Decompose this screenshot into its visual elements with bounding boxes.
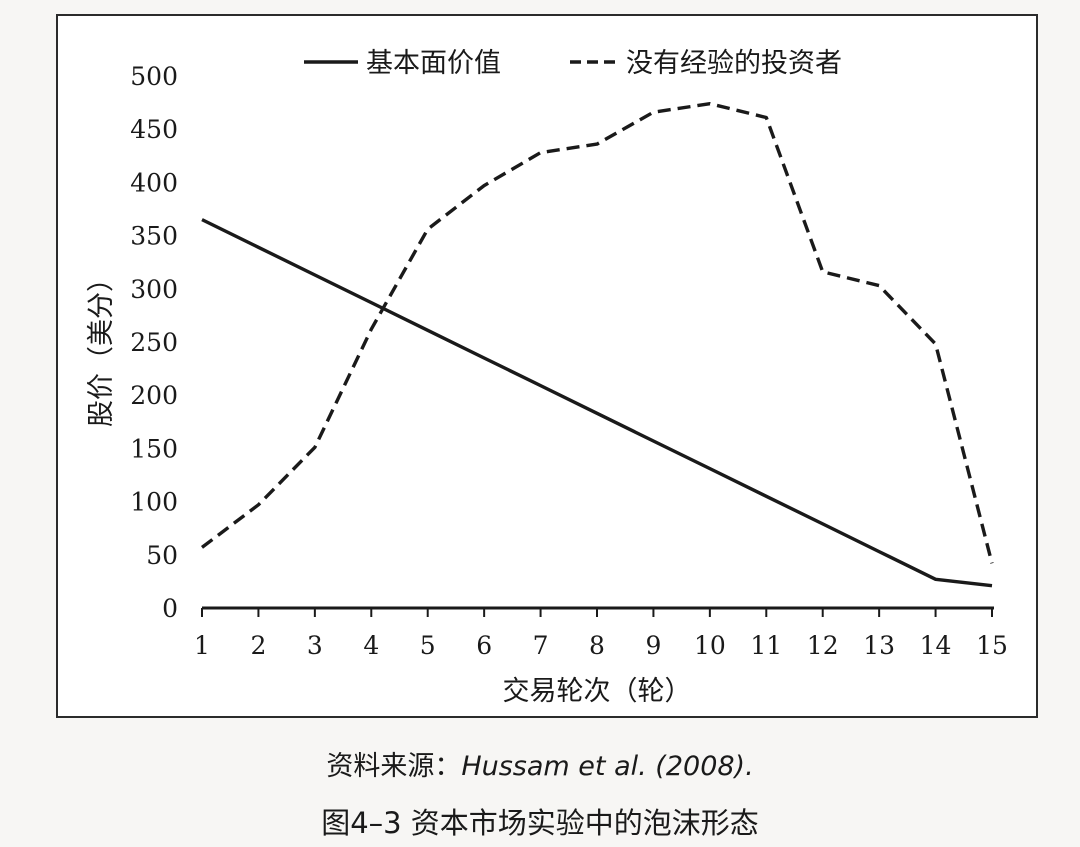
bubble-chart: 基本面价值 没有经验的投资者 05010015020025030035040045…	[86, 48, 1008, 707]
y-tick-label: 450	[130, 115, 178, 144]
x-tick-label: 1	[194, 631, 210, 660]
y-tick-label: 250	[130, 328, 178, 357]
y-axis-ticks: 0 50 100 150 200 250 300 350 400 450 500	[130, 62, 178, 623]
source-prefix: 资料来源：	[326, 751, 462, 782]
series-layer	[200, 101, 994, 588]
x-tick-label: 2	[250, 631, 266, 660]
figure-caption: 图4–3 资本市场实验中的泡沫形态	[321, 806, 759, 840]
x-tick-label: 8	[589, 631, 605, 660]
x-tick-label: 9	[645, 631, 661, 660]
x-tick-label: 6	[476, 631, 492, 660]
x-tick-label: 12	[807, 631, 839, 660]
source-caption: 资料来源：Hussam et al. (2008).	[0, 744, 1080, 783]
y-tick-label: 0	[162, 594, 178, 623]
y-tick-label: 100	[130, 488, 178, 517]
x-tick-label: 5	[420, 631, 436, 660]
x-tick-label: 11	[750, 631, 782, 660]
x-tick-label: 3	[307, 631, 323, 660]
x-tick-label: 7	[533, 631, 549, 660]
legend-inexperienced-label: 没有经验的投资者	[626, 48, 842, 79]
y-tick-label: 500	[130, 62, 178, 91]
y-tick-label: 150	[130, 434, 178, 463]
x-tick-label: 14	[920, 631, 952, 660]
x-tick-label: 15	[976, 631, 1008, 660]
x-axis-label: 交易轮次（轮）	[503, 676, 692, 707]
y-tick-label: 400	[130, 168, 178, 197]
x-tick-label: 4	[363, 631, 379, 660]
chart-frame: 基本面价值 没有经验的投资者 0 50 100 150 200 250 300 350 400 45…	[56, 14, 1038, 718]
y-tick-label: 350	[130, 222, 178, 251]
y-tick-label: 300	[130, 275, 178, 304]
x-tick-label: 10	[694, 631, 726, 660]
y-axis-label: 股价（美分）	[86, 265, 117, 427]
source-citation: Hussam et al. (2008).	[461, 751, 754, 782]
legend-fundamental-label: 基本面价值	[366, 48, 501, 79]
inexperienced-investor-line	[200, 101, 994, 564]
legend: 基本面价值 没有经验的投资者	[304, 48, 842, 79]
y-tick-label: 200	[130, 381, 178, 410]
y-tick-label: 50	[146, 541, 178, 570]
x-tick-label: 13	[863, 631, 895, 660]
x-axis-ticks: 1 2 3 4 5 6 7 8 9 10 11 12 13 14 15	[194, 608, 1008, 660]
fundamental-value-line	[201, 218, 993, 588]
